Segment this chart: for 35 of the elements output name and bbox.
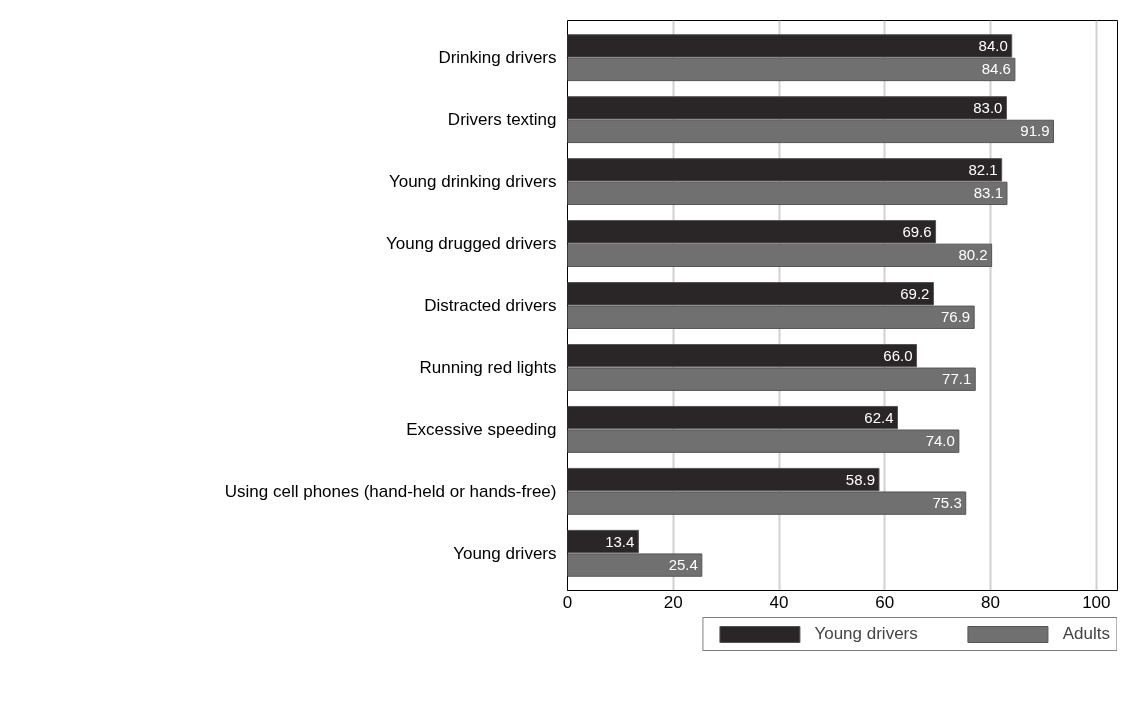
legend-label: Young drivers [814,624,918,644]
data-label: 83.0 [973,98,1003,116]
y-tick-label: Young drivers [453,543,557,563]
legend-label: Adults [1062,624,1110,644]
data-label: 66.0 [883,346,913,364]
data-label: 69.2 [900,284,930,302]
y-tick-label: Drinking drivers [438,48,557,68]
y-tick-label: Running red lights [419,357,557,377]
data-label: 77.1 [942,370,972,388]
x-tick-label: 20 [663,592,683,612]
data-label: 84.6 [981,60,1011,78]
data-label: 75.3 [932,494,962,512]
y-tick-label: Distracted drivers [424,296,557,315]
y-tick-label: Excessive speeding [406,419,557,439]
x-tick-label: 0 [562,592,573,612]
data-label: 83.1 [973,184,1003,202]
data-label: 13.4 [605,532,635,550]
data-label: 58.9 [845,470,875,488]
x-tick-label: 100 [1082,592,1111,612]
data-label: 84.0 [978,36,1008,54]
data-label: 62.4 [864,408,894,426]
data-label: 76.9 [940,308,971,326]
x-tick-label: 40 [769,592,789,612]
y-tick-label: Young drugged drivers [386,234,557,254]
data-label: 80.2 [958,246,988,264]
y-tick-label: Drivers texting [447,110,557,130]
y-tick-label: Using cell phones (hand-held or hands-free) [224,481,557,501]
data-label: 25.4 [668,556,698,574]
data-label: 74.0 [925,432,955,450]
data-label: 91.9 [1020,122,1050,140]
data-label: 82.1 [968,160,998,178]
y-tick-label: Young drinking drivers [388,172,557,192]
x-tick-label: 60 [875,592,895,612]
x-tick-label: 80 [981,592,1001,612]
data-label: 69.6 [902,222,932,240]
